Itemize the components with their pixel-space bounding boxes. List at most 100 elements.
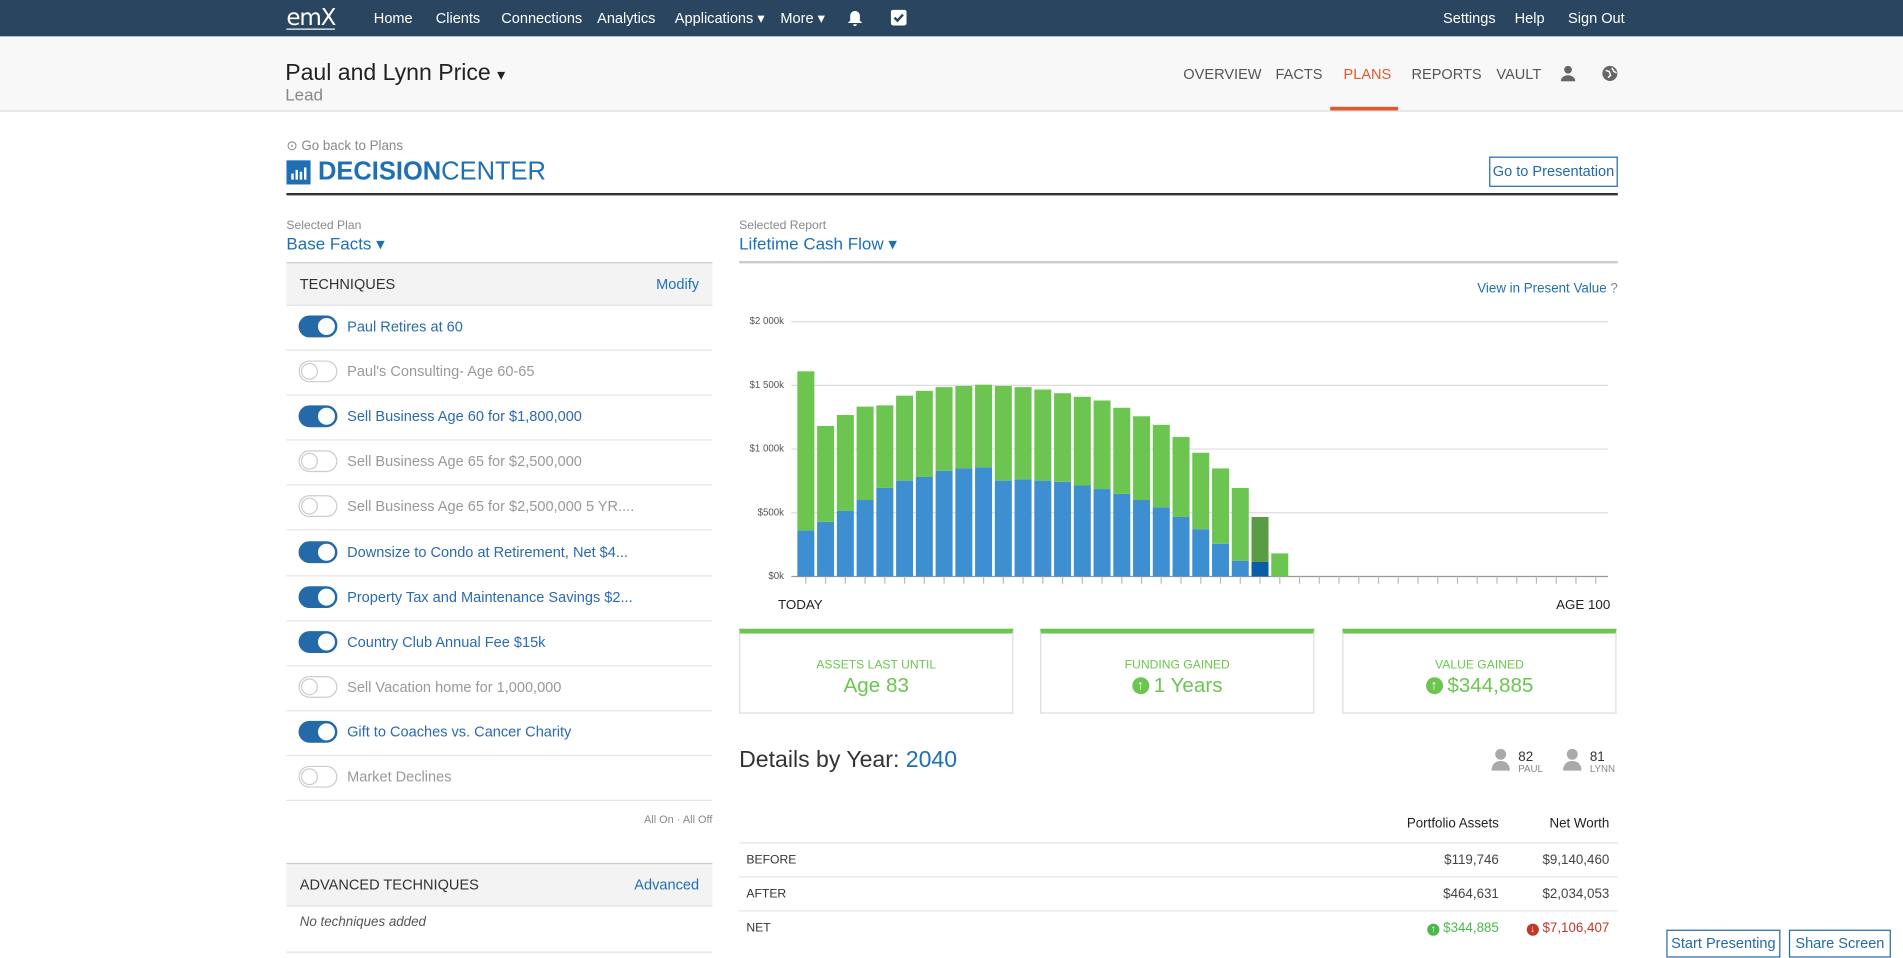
toggle-switch[interactable] (298, 540, 338, 563)
title-bold: DECISION (317, 157, 442, 186)
bar-segment (1251, 561, 1269, 577)
bar-segment (1251, 516, 1269, 562)
tasks-icon[interactable] (890, 9, 907, 26)
technique-row: Paul's Consulting- Age 60-65 (286, 350, 713, 396)
share-screen-button[interactable]: Share Screen (1788, 929, 1891, 958)
nav-dropdown[interactable]: Applications ▾ (674, 9, 765, 27)
portfolio-assets: $344,885 (1427, 921, 1499, 936)
column-header: Net Worth (1549, 816, 1610, 832)
card-label: FUNDING GAINED (1124, 659, 1230, 673)
toggle-switch[interactable] (298, 675, 338, 698)
nav-dropdown[interactable]: More ▾ (780, 9, 825, 27)
bar-segment (797, 371, 815, 531)
summary-card: FUNDING GAINED1 Years (1040, 628, 1315, 714)
nav-link[interactable]: Settings (1443, 9, 1496, 27)
technique-row: Country Club Annual Fee $15k (286, 620, 713, 666)
card-value: 1 Years (1041, 674, 1313, 698)
tab[interactable]: OVERVIEW (1183, 65, 1262, 83)
bar-segment (1073, 396, 1091, 486)
technique-label: Gift to Coaches vs. Cancer Charity (347, 723, 572, 741)
bar-segment (994, 385, 1012, 481)
tab[interactable]: REPORTS (1411, 65, 1482, 83)
technique-row: Property Tax and Maintenance Savings $2.… (286, 575, 713, 621)
all-off[interactable]: All Off (682, 813, 713, 826)
globe-icon[interactable] (1602, 65, 1618, 82)
label: More (780, 9, 814, 27)
table-row: NET $344,885 $7,106,407 (739, 910, 1618, 945)
label: View in Present Value (1477, 281, 1607, 297)
plan-select[interactable]: Base Facts ▾ (286, 233, 385, 254)
toggle-switch[interactable] (298, 630, 338, 653)
details-title: Details by Year: 2040 (739, 748, 957, 775)
toggle-switch[interactable] (298, 495, 338, 518)
bar-segment (856, 406, 874, 501)
toggle-switch[interactable] (298, 450, 338, 473)
bar-segment (817, 521, 835, 577)
all-on[interactable]: All On (643, 813, 674, 826)
bar-segment (1212, 468, 1230, 544)
bar-segment (955, 468, 973, 577)
advanced-link[interactable]: Advanced (634, 876, 700, 894)
divider (286, 951, 713, 953)
year[interactable]: 2040 (905, 747, 958, 774)
nav-link[interactable]: Help (1514, 9, 1545, 27)
person-name: PAUL (1518, 763, 1543, 775)
toggle-switch[interactable] (298, 765, 338, 788)
bar-segment (1212, 543, 1230, 577)
toggle-switch[interactable] (298, 585, 338, 608)
tab-active[interactable]: PLANS (1343, 65, 1392, 83)
toggle-all: All On · All Off (643, 813, 713, 826)
nav-link[interactable]: Connections (501, 9, 583, 27)
table-row: BEFORE $119,746 $9,140,460 (739, 842, 1618, 877)
technique-row: Sell Business Age 60 for $1,800,000 (286, 395, 713, 441)
column-header: Portfolio Assets (1406, 816, 1499, 832)
person-age: 81 (1589, 750, 1605, 765)
x-tick-label: TODAY (778, 597, 823, 612)
toggle-switch[interactable] (298, 360, 338, 383)
y-tick-label: $500k (758, 507, 785, 518)
modify-link[interactable]: Modify (656, 275, 700, 293)
bar-segment (1073, 485, 1091, 577)
label: Lifetime Cash Flow (739, 233, 884, 254)
nav-link[interactable]: Analytics (597, 9, 656, 27)
row-label: AFTER (746, 887, 787, 902)
user-icon[interactable] (1560, 65, 1576, 82)
toggle-switch[interactable] (298, 720, 338, 743)
bar-segment (896, 395, 914, 481)
person-age: 82 (1518, 750, 1534, 765)
y-tick-label: $1 000k (750, 444, 785, 455)
nav-link[interactable]: Sign Out (1568, 9, 1625, 27)
nav-link[interactable]: Clients (435, 9, 481, 27)
bell-icon[interactable] (847, 10, 863, 27)
y-tick-label: $0k (768, 571, 784, 582)
tab[interactable]: FACTS (1275, 65, 1323, 83)
presentation-button[interactable]: Go to Presentation (1489, 156, 1618, 187)
bar-segment (1152, 424, 1170, 508)
toggle-switch[interactable] (298, 405, 338, 428)
net-worth: $7,106,407 (1527, 921, 1609, 936)
present-value-link[interactable]: View in Present Value ? (1477, 281, 1618, 297)
start-presenting-button[interactable]: Start Presenting (1666, 929, 1781, 958)
bar-segment (1014, 387, 1032, 480)
empty-note: No techniques added (299, 915, 426, 930)
toggle-switch[interactable] (298, 315, 338, 338)
tab[interactable]: VAULT (1496, 65, 1542, 83)
report-select[interactable]: Lifetime Cash Flow ▾ (739, 233, 897, 254)
bar-segment (1133, 500, 1151, 577)
back-link[interactable]: ⊙ Go back to Plans (286, 138, 404, 154)
bar-segment (994, 480, 1012, 577)
technique-label: Market Declines (347, 768, 452, 786)
client-name[interactable]: Paul and Lynn Price ▾ (285, 60, 506, 87)
bar-segment (1054, 393, 1072, 482)
bar-segment (935, 470, 953, 577)
bar-segment (876, 405, 894, 488)
bar-segment (856, 500, 874, 577)
nav-link[interactable]: Home (373, 9, 413, 27)
bar-segment (1113, 493, 1131, 577)
technique-row: Gift to Coaches vs. Cancer Charity (286, 710, 713, 756)
person-icon (1491, 748, 1510, 773)
technique-row: Sell Business Age 65 for $2,500,000 (286, 440, 713, 486)
card-value: $344,885 (1344, 674, 1616, 698)
logo[interactable]: emX (286, 4, 336, 31)
bar-segment (797, 530, 815, 577)
